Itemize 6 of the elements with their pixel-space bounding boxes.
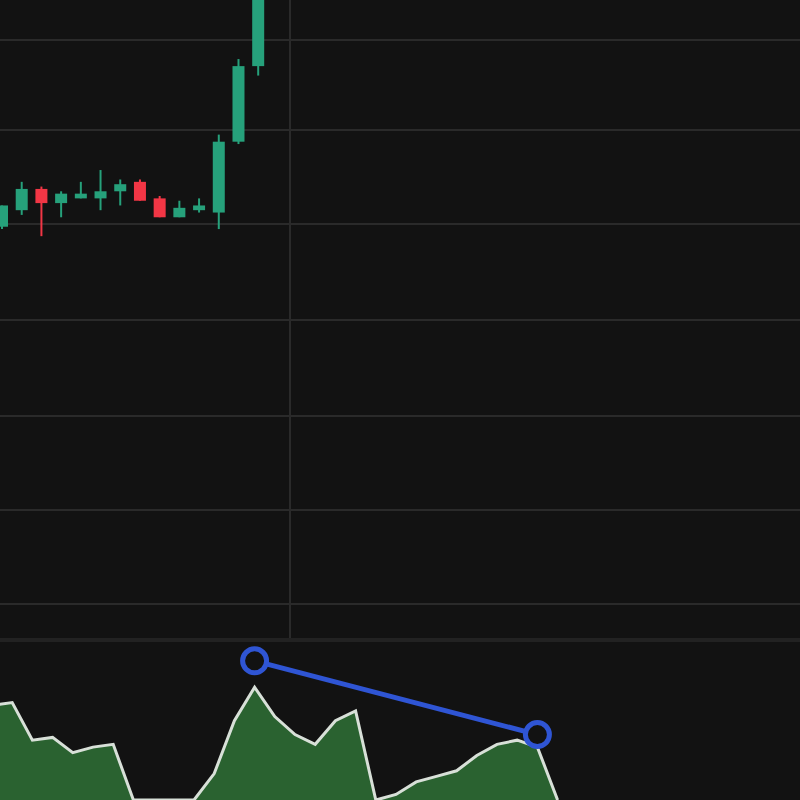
candlestick — [94, 169, 107, 212]
candlestick — [55, 190, 68, 219]
candlestick — [35, 185, 48, 238]
candlestick — [15, 180, 28, 216]
candlestick — [114, 178, 127, 207]
candlestick — [133, 178, 146, 202]
